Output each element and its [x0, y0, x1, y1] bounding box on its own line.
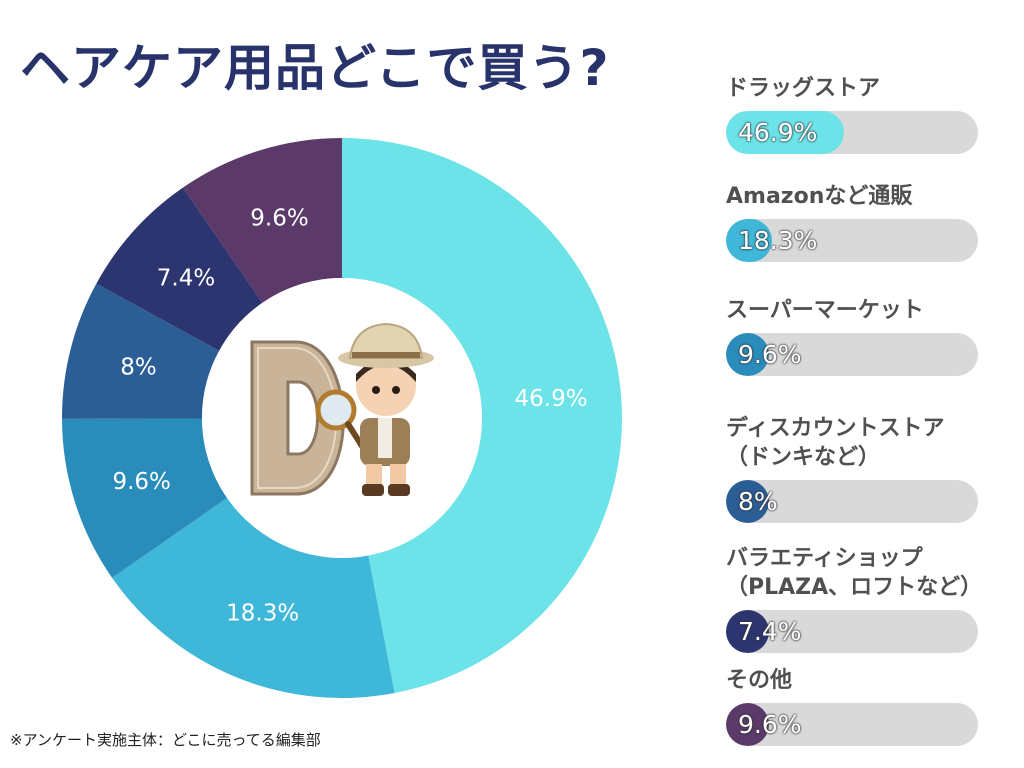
bar-category-label: スーパーマーケット	[726, 298, 924, 323]
donut-slice	[112, 497, 395, 698]
bar-track: 8%	[726, 480, 978, 523]
donut-slice	[96, 187, 263, 351]
bar-fill	[726, 480, 769, 523]
bar-value-label: 18.3%	[738, 226, 818, 255]
bar-value-label: 8%	[738, 487, 778, 516]
bar-track: 7.4%	[726, 610, 978, 653]
bar-fill	[726, 111, 845, 154]
slice-value-label: 7.4%	[157, 265, 215, 291]
page-title: ヘアケア用品どこで買う?	[20, 39, 610, 97]
slice-value-label: 46.9%	[515, 386, 588, 412]
bar-category-label: （PLAZA、ロフトなど）	[726, 575, 983, 600]
mascot-illustration	[250, 322, 434, 496]
bar-fill	[726, 219, 773, 262]
slice-value-label: 8%	[120, 354, 157, 380]
bar-category-label: Amazonなど通販	[726, 184, 913, 209]
bar-fill	[726, 333, 769, 376]
bar-item: バラエティショップ （PLAZA、ロフトなど） 7.4%	[726, 544, 1016, 653]
donut-slice	[342, 138, 622, 694]
donut-slice	[62, 418, 228, 578]
bar-item: スーパーマーケット 9.6%	[726, 296, 1016, 376]
bar-category-label: その他	[726, 668, 793, 693]
bar-category-label: ディスカウントストア	[726, 416, 945, 441]
donut-slice	[62, 283, 220, 419]
bar-item: Amazonなど通販 18.3%	[726, 182, 1016, 262]
bar-value-label: 9.6%	[738, 710, 802, 739]
donut-slice	[182, 138, 342, 303]
bar-item: ディスカウントストア （ドンキなど） 8%	[726, 414, 1016, 523]
bar-track: 9.6%	[726, 333, 978, 376]
bar-track: 9.6%	[726, 703, 978, 746]
bar-item: その他 9.6%	[726, 666, 1016, 746]
bar-category-label: （ドンキなど）	[726, 445, 881, 470]
slice-value-label: 9.6%	[112, 469, 170, 495]
bar-category-label: バラエティショップ	[726, 546, 923, 571]
bar-track: 46.9%	[726, 111, 978, 154]
bar-fill	[726, 610, 769, 653]
bar-fill	[726, 703, 769, 746]
slice-value-label: 9.6%	[250, 206, 308, 232]
bar-value-label: 46.9%	[738, 118, 818, 147]
bar-item: ドラッグストア 46.9%	[726, 74, 1016, 154]
bar-track: 18.3%	[726, 219, 978, 262]
bar-value-label: 9.6%	[738, 340, 802, 369]
bar-category-label: ドラッグストア	[726, 76, 881, 101]
slice-value-label: 18.3%	[226, 600, 299, 626]
bar-value-label: 7.4%	[738, 617, 802, 646]
footnote: ※アンケート実施主体：どこに売ってる編集部	[10, 731, 321, 749]
